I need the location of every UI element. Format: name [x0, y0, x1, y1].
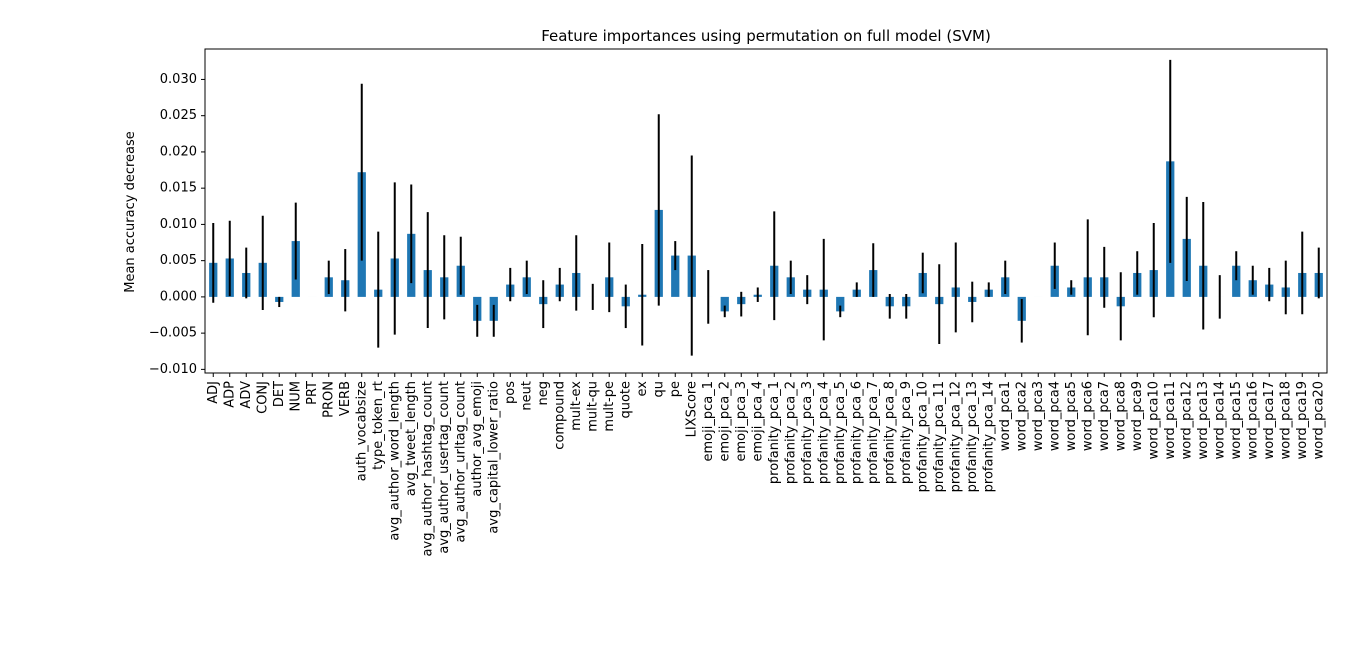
bars-group	[209, 161, 1323, 321]
bar-38	[836, 296, 845, 312]
x-tick-label-44: profanity_pca_11	[932, 381, 947, 492]
x-tick-label-17: avg_capital_lower_ratio	[486, 381, 501, 534]
chart-title: Feature importances using permutation on…	[541, 27, 991, 45]
x-tick-label-28: pe	[668, 381, 683, 397]
x-tick-label-41: profanity_pca_8	[882, 381, 897, 484]
x-tick-label-1: ADP	[222, 381, 237, 408]
x-tick-label-46: profanity_pca_13	[965, 381, 980, 492]
x-tick-label-59: word_pca12	[1179, 381, 1194, 459]
x-tick-label-64: word_pca17	[1262, 381, 1277, 459]
x-tick-label-61: word_pca14	[1212, 381, 1227, 459]
x-tick-label-51: word_pca4	[1047, 381, 1062, 451]
x-tick-label-62: word_pca15	[1229, 381, 1244, 459]
x-tick-label-48: word_pca1	[998, 381, 1013, 451]
x-tick-label-34: profanity_pca_1	[767, 381, 782, 484]
x-tick-label-65: word_pca18	[1278, 381, 1293, 459]
x-tick-label-36: profanity_pca_3	[800, 381, 815, 484]
y-tick-label-8: 0.030	[160, 72, 197, 87]
x-tick-label-8: VERB	[338, 381, 353, 416]
x-tick-label-50: word_pca3	[1031, 381, 1046, 451]
x-tick-label-6: PRT	[305, 381, 320, 405]
y-tick-label-4: 0.010	[160, 217, 197, 232]
x-tick-label-55: word_pca8	[1113, 381, 1128, 451]
x-axis: ADJ ADP ADV CONJ DET NUM PRT PRON VERB auth_vocab…	[206, 373, 1326, 556]
x-tick-label-2: ADV	[239, 381, 254, 409]
x-tick-label-40: profanity_pca_7	[866, 381, 881, 484]
x-tick-label-38: profanity_pca_5	[833, 381, 848, 484]
x-tick-label-26: ex	[635, 381, 650, 397]
x-tick-label-25: quote	[618, 381, 633, 419]
y-tick-label-5: 0.015	[160, 181, 197, 196]
x-tick-label-9: auth_vocabsize	[354, 381, 369, 481]
x-tick-label-54: word_pca7	[1097, 381, 1112, 451]
x-tick-label-27: qu	[651, 381, 666, 398]
y-tick-label-3: 0.005	[160, 253, 197, 268]
x-tick-label-11: avg_author_word_length	[387, 381, 402, 541]
x-tick-label-66: word_pca19	[1295, 381, 1310, 459]
y-tick-label-7: 0.025	[160, 108, 197, 123]
x-tick-label-31: emoji_pca_2	[717, 381, 732, 461]
y-tick-label-0: −0.010	[149, 362, 197, 377]
x-tick-label-47: profanity_pca_14	[981, 381, 996, 492]
x-tick-label-56: word_pca9	[1130, 381, 1145, 451]
x-tick-label-52: word_pca5	[1064, 381, 1079, 451]
y-axis-label: Mean accuracy decrease	[123, 131, 138, 293]
x-tick-label-13: avg_author_hashtag_count	[420, 381, 435, 556]
x-tick-label-12: avg_tweet_length	[404, 381, 419, 496]
y-axis: −0.010 −0.005 0.000 0.005 0.010 0.015 0.020 0.0…	[149, 72, 205, 377]
x-tick-label-35: profanity_pca_2	[783, 381, 798, 484]
plot-frame	[204, 48, 1328, 374]
bar-28	[671, 255, 680, 297]
x-tick-label-49: word_pca2	[1014, 381, 1029, 451]
x-tick-label-10: type_token_rt	[371, 381, 386, 470]
x-tick-label-37: profanity_pca_4	[816, 381, 831, 484]
x-tick-label-32: emoji_pca_3	[734, 381, 749, 461]
x-tick-label-39: profanity_pca_6	[849, 381, 864, 484]
x-tick-label-22: mult-ex	[569, 381, 584, 431]
x-tick-label-0: ADJ	[206, 381, 221, 404]
x-tick-label-14: avg_author_usertag_count	[437, 381, 452, 554]
x-tick-label-30: emoji_pca_1	[701, 381, 716, 461]
y-tick-label-2: 0.000	[160, 289, 197, 304]
bar-31	[720, 296, 729, 312]
x-tick-label-58: word_pca11	[1163, 381, 1178, 459]
x-tick-label-15: avg_author_urltag_count	[453, 381, 468, 542]
x-tick-label-29: LIXScore	[684, 381, 699, 437]
x-tick-label-33: emoji_pca_4	[750, 381, 765, 461]
x-tick-label-19: neut	[519, 381, 534, 411]
x-tick-label-60: word_pca13	[1196, 381, 1211, 459]
x-tick-label-4: DET	[272, 381, 287, 407]
y-tick-label-6: 0.020	[160, 144, 197, 159]
x-tick-label-24: mult-pe	[602, 381, 617, 432]
x-tick-label-18: pos	[503, 381, 518, 404]
x-tick-label-63: word_pca16	[1245, 381, 1260, 459]
x-tick-label-42: profanity_pca_9	[899, 381, 914, 484]
y-tick-label-1: −0.005	[149, 326, 197, 341]
x-tick-label-45: profanity_pca_12	[948, 381, 963, 492]
x-tick-label-7: PRON	[321, 381, 336, 418]
x-tick-label-3: CONJ	[255, 381, 270, 414]
x-tick-label-57: word_pca10	[1146, 381, 1161, 459]
x-tick-label-20: neg	[536, 381, 551, 406]
x-tick-label-67: word_pca20	[1311, 381, 1326, 459]
x-tick-label-43: profanity_pca_10	[915, 381, 930, 492]
x-tick-label-23: mult-qu	[585, 381, 600, 432]
bar-62	[1232, 265, 1241, 297]
x-tick-label-16: author_avg_emoji	[470, 381, 485, 497]
x-tick-label-21: compound	[552, 381, 567, 450]
x-tick-label-53: word_pca6	[1080, 381, 1095, 451]
x-tick-label-5: NUM	[288, 381, 303, 411]
error-bars-group	[212, 59, 1320, 356]
